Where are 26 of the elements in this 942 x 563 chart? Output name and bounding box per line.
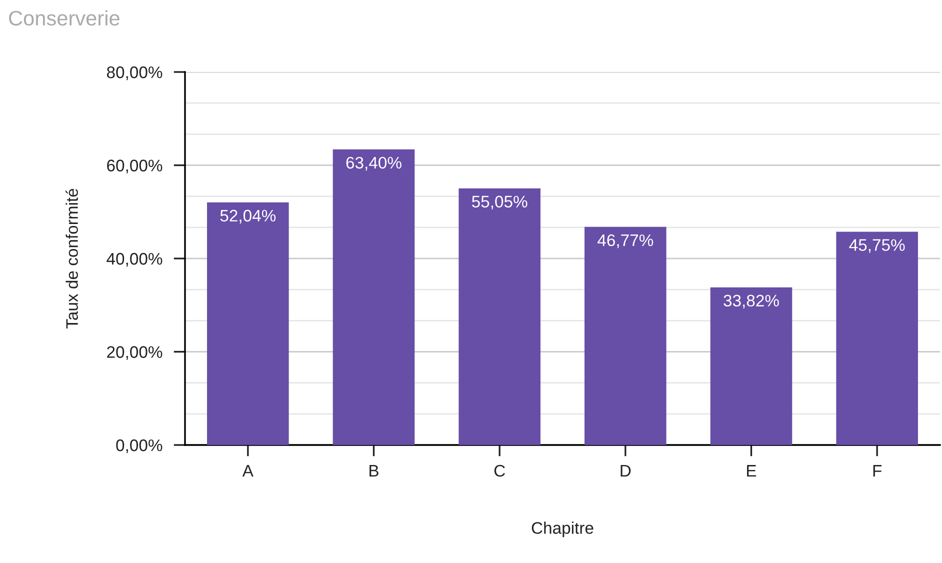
y-tick-label: 60,00% <box>107 160 162 174</box>
bar <box>710 287 792 445</box>
x-tick-label: B <box>370 465 378 477</box>
y-axis-title: Taux de conformité <box>66 188 78 329</box>
bar <box>332 149 415 445</box>
chart-title: Conserverie <box>9 10 120 26</box>
x-tick-label: E <box>747 465 756 477</box>
x-tick-label: F <box>873 465 882 477</box>
y-tick-label: 0,00% <box>116 439 162 454</box>
data-label: 45,75% <box>849 239 905 253</box>
data-label: 55,05% <box>472 196 528 210</box>
y-tick-label: 40,00% <box>106 252 162 267</box>
y-tick-label: 80,00% <box>106 66 162 80</box>
x-tick-label: C <box>494 464 505 477</box>
data-label: 33,82% <box>724 294 779 309</box>
data-label: 52,04% <box>220 210 276 224</box>
bar <box>836 232 918 445</box>
bar <box>207 202 289 445</box>
x-tick-label: D <box>620 465 631 477</box>
data-label: 63,40% <box>346 156 402 171</box>
x-axis-title: Chapitre <box>532 522 594 538</box>
bar <box>458 188 540 445</box>
x-tick-label: A <box>242 465 254 477</box>
data-label: 46,77% <box>598 234 654 248</box>
y-tick-label: 20,00% <box>107 346 162 360</box>
bar <box>584 226 666 445</box>
